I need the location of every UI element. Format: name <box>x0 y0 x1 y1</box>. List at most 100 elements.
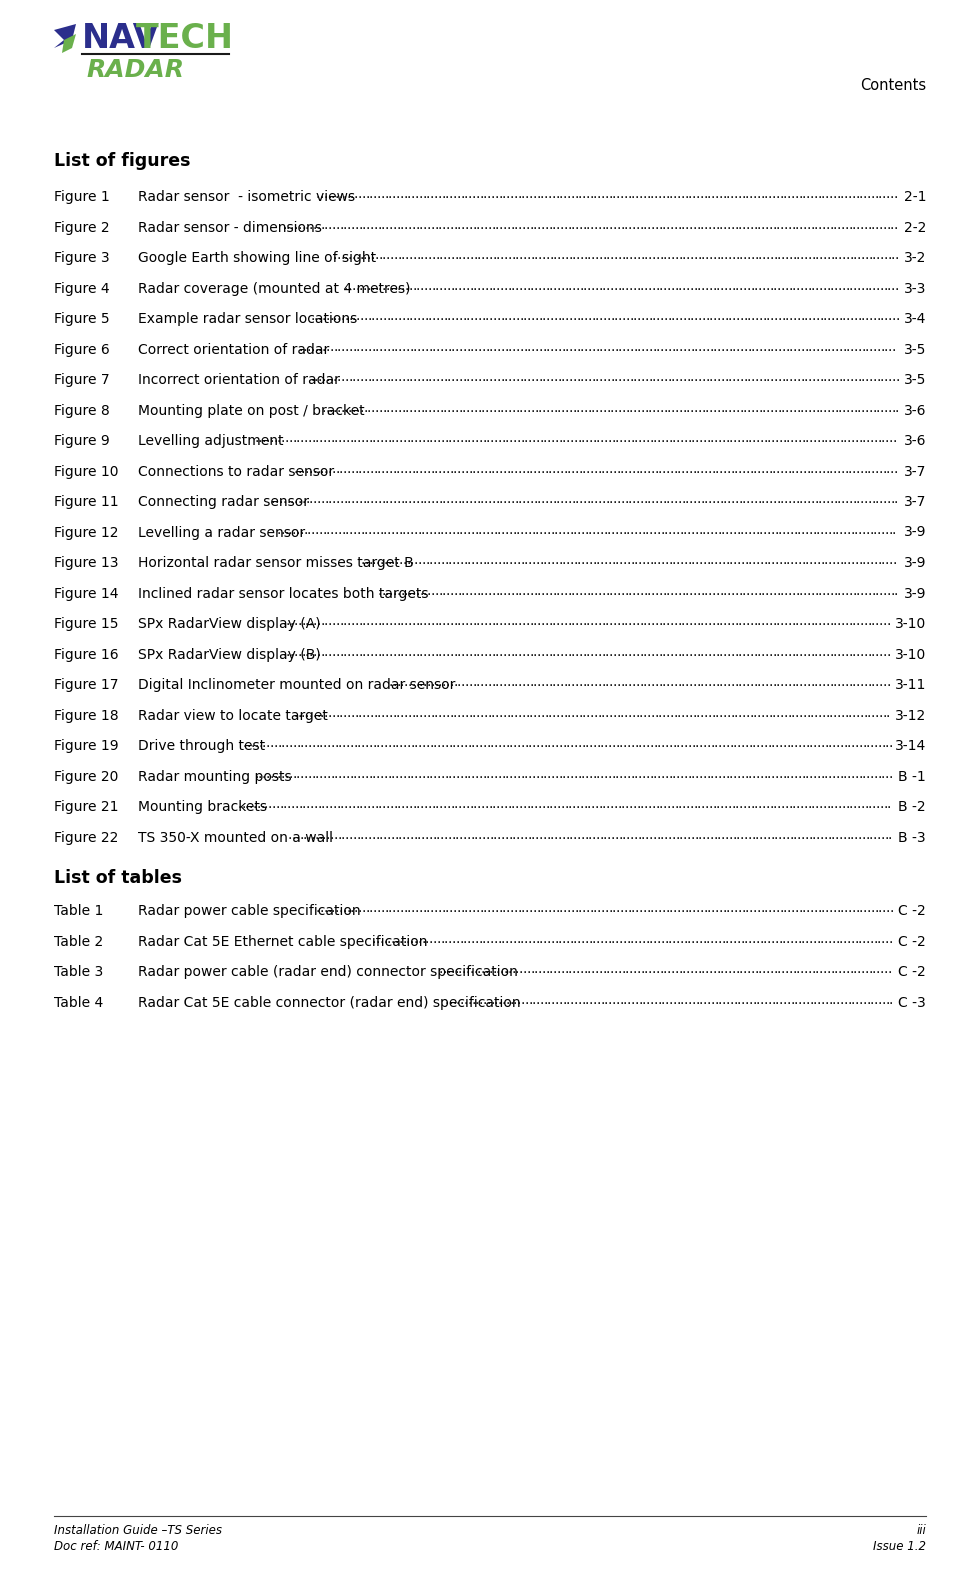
Text: .: . <box>783 188 787 200</box>
Text: .: . <box>663 963 667 977</box>
Text: .: . <box>891 278 895 292</box>
Text: .: . <box>889 931 893 945</box>
Text: .: . <box>887 248 892 262</box>
Text: .: . <box>682 963 686 977</box>
Text: .: . <box>860 963 865 977</box>
Text: .: . <box>309 705 313 720</box>
Text: .: . <box>777 339 782 353</box>
Text: .: . <box>874 461 879 475</box>
Text: .: . <box>372 735 376 750</box>
Text: .: . <box>254 431 259 445</box>
Text: .: . <box>457 188 461 200</box>
Text: .: . <box>635 614 640 628</box>
Text: .: . <box>535 552 540 567</box>
Text: .: . <box>512 401 515 415</box>
Text: .: . <box>463 431 467 445</box>
Text: .: . <box>858 993 863 1007</box>
Text: .: . <box>767 188 772 200</box>
Text: .: . <box>737 901 742 915</box>
Text: .: . <box>519 827 523 841</box>
Text: .: . <box>754 675 758 690</box>
Text: .: . <box>586 675 590 690</box>
Text: .: . <box>852 644 857 658</box>
Text: .: . <box>732 827 737 841</box>
Text: .: . <box>596 522 600 537</box>
Text: .: . <box>366 492 370 507</box>
Text: .: . <box>474 431 479 445</box>
Text: .: . <box>834 309 839 323</box>
Text: .: . <box>837 644 841 658</box>
Text: .: . <box>739 369 744 383</box>
Text: .: . <box>835 339 839 353</box>
Text: .: . <box>661 552 665 567</box>
Text: .: . <box>361 767 365 781</box>
Text: .: . <box>609 614 613 628</box>
Text: .: . <box>501 827 505 841</box>
Text: .: . <box>544 675 549 690</box>
Text: .: . <box>696 614 701 628</box>
Text: .: . <box>602 584 606 598</box>
Text: .: . <box>737 767 741 781</box>
Text: .: . <box>545 248 550 262</box>
Text: .: . <box>599 401 603 415</box>
Text: .: . <box>354 188 358 200</box>
Text: .: . <box>732 339 736 353</box>
Text: .: . <box>449 675 454 690</box>
Text: .: . <box>478 735 483 750</box>
Text: .: . <box>683 522 687 537</box>
Text: .: . <box>348 339 353 353</box>
Text: .: . <box>647 461 651 475</box>
Text: .: . <box>820 993 825 1007</box>
Text: .: . <box>806 993 809 1007</box>
Text: .: . <box>483 492 488 507</box>
Text: .: . <box>456 993 461 1007</box>
Text: .: . <box>877 431 882 445</box>
Text: .: . <box>510 614 514 628</box>
Text: .: . <box>470 735 475 750</box>
Text: .: . <box>845 644 849 658</box>
Text: .: . <box>676 735 680 750</box>
Text: .: . <box>851 431 855 445</box>
Text: .: . <box>686 797 690 811</box>
Text: .: . <box>484 401 489 415</box>
Text: .: . <box>331 705 335 720</box>
Text: .: . <box>735 248 740 262</box>
Text: .: . <box>501 431 506 445</box>
Text: .: . <box>609 584 613 598</box>
Text: .: . <box>481 309 485 323</box>
Text: .: . <box>879 218 883 232</box>
Text: .: . <box>782 522 786 537</box>
Text: .: . <box>317 644 320 658</box>
Text: .: . <box>417 522 421 537</box>
Text: .: . <box>372 188 377 200</box>
Text: .: . <box>512 369 515 383</box>
Text: .: . <box>651 461 655 475</box>
Text: .: . <box>732 309 736 323</box>
Text: .: . <box>491 614 495 628</box>
Text: .: . <box>788 278 793 292</box>
Text: .: . <box>466 552 471 567</box>
Text: .: . <box>544 901 548 915</box>
Text: .: . <box>657 522 661 537</box>
Text: .: . <box>658 188 662 200</box>
Text: 3-9: 3-9 <box>904 587 926 601</box>
Text: .: . <box>424 339 428 353</box>
Text: .: . <box>382 309 386 323</box>
Text: .: . <box>652 278 656 292</box>
Text: .: . <box>350 901 354 915</box>
Text: .: . <box>428 827 432 841</box>
Text: .: . <box>654 901 659 915</box>
Text: .: . <box>679 552 684 567</box>
Text: .: . <box>399 431 403 445</box>
Text: .: . <box>390 309 394 323</box>
Text: .: . <box>296 767 300 781</box>
Text: .: . <box>385 278 390 292</box>
Text: .: . <box>290 218 294 232</box>
Text: .: . <box>882 705 887 720</box>
Text: .: . <box>531 522 535 537</box>
Text: .: . <box>394 369 398 383</box>
Text: .: . <box>856 675 860 690</box>
Text: .: . <box>472 278 477 292</box>
Text: .: . <box>807 614 810 628</box>
Text: .: . <box>678 401 683 415</box>
